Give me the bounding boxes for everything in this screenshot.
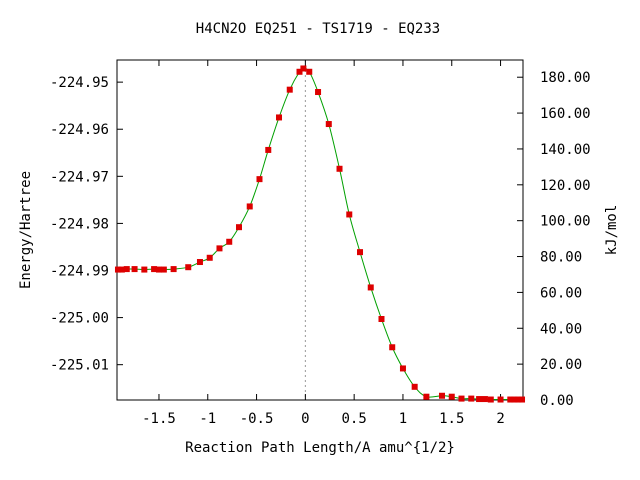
data-point [325,121,332,128]
data-point [141,266,148,273]
data-point [511,396,518,403]
data-point [226,238,233,245]
data-point [296,68,303,75]
energy-points [114,65,526,403]
x-axis-label: Reaction Path Length/A amu^{1/2} [185,440,455,456]
data-point [481,396,488,403]
data-point [131,266,138,273]
data-point [357,249,364,256]
y-tick-label-right: 180.00 [540,70,591,86]
data-point [439,392,445,399]
y-tick-label-right: 100.00 [540,214,591,230]
y-tick-label-right: 80.00 [540,250,582,266]
y-tick-label-left: -224.96 [50,122,109,138]
x-axis-ticks: -1.5 -1 -0.5 0 0.5 1 1.5 2 [142,60,505,427]
y-tick-label-left: -224.97 [50,169,109,185]
y-tick-label-left: -224.98 [50,216,109,232]
left-axis-ticks: -224.95 -224.96 -224.97 -224.98 -224.99 -225.… [50,75,123,374]
data-point [114,266,121,273]
data-point [160,266,167,273]
x-tick-label: 1 [399,411,407,427]
energy-curve [117,67,523,401]
data-point [519,396,526,403]
data-point [123,266,130,273]
data-point [315,89,322,96]
y-tick-label-right: 160.00 [540,106,591,122]
plot-frame [116,59,524,401]
y-tick-label-left: -224.95 [50,75,109,91]
data-point [265,146,272,153]
data-point [448,393,455,400]
data-point [476,396,483,403]
data-point [236,224,242,231]
right-axis-ticks: 0.00 20.00 40.00 60.00 80.00 100.00 120.00 140.… [517,70,591,409]
data-point [507,396,514,403]
data-point [216,245,223,252]
data-point [196,259,203,266]
chart-title: H4CN2O EQ251 - TS1719 - EQ233 [196,21,440,37]
data-point [515,396,522,403]
y-tick-label-right: 20.00 [540,357,582,373]
x-tick-label: 0 [301,411,309,427]
y-tick-label-left: -225.01 [50,358,109,374]
data-point [336,165,343,172]
data-point [487,396,494,403]
y-tick-label-right: 120.00 [540,178,591,194]
x-tick-label: -0.5 [240,411,274,427]
data-point [346,211,353,218]
data-point [151,266,158,273]
data-point [378,316,385,322]
x-tick-label: 2 [496,411,504,427]
data-point [306,68,313,75]
x-tick-label: -1 [199,411,216,427]
data-point [389,344,396,351]
y-tick-label-left: -224.99 [50,263,109,279]
x-tick-label: 0.5 [342,411,367,427]
data-point [118,266,125,273]
data-point [286,86,293,93]
x-tick-label: 1.5 [439,411,464,427]
data-point [468,395,475,402]
y-tick-label-right: 0.00 [540,393,574,409]
y-tick-label-right: 140.00 [540,142,591,158]
data-point [411,383,418,390]
data-point [256,176,263,183]
data-point [300,65,307,72]
data-point [155,266,162,273]
data-point [399,365,406,372]
data-point [497,396,504,403]
data-point [458,395,465,402]
data-point [367,284,374,291]
y-axis-label-left: Energy/Hartree [18,171,34,289]
data-point [246,203,253,210]
y-tick-label-right: 60.00 [540,285,582,301]
data-point [423,393,430,400]
data-point [276,114,283,121]
y-tick-label-right: 40.00 [540,321,582,337]
y-tick-label-left: -225.00 [50,311,109,327]
data-point [170,266,177,273]
x-tick-label: -1.5 [142,411,176,427]
data-point [185,264,192,271]
data-point [206,254,213,261]
y-axis-label-right: kJ/mol [604,205,620,256]
